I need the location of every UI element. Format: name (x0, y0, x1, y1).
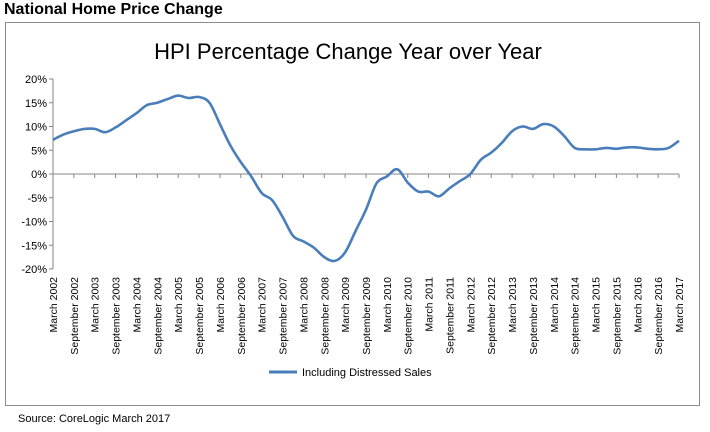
x-tick-label: March 2016 (632, 277, 644, 333)
x-tick-label: September 2007 (278, 277, 290, 355)
x-tick-label: September 2002 (69, 277, 81, 355)
y-tick-label: -5% (27, 193, 47, 205)
hpi-chart: HPI Percentage Change Year over Year 20%… (21, 39, 686, 379)
x-tick-label: March 2011 (424, 277, 436, 332)
y-tick-label: 15% (25, 98, 47, 110)
x-tick-label: March 2006 (215, 277, 227, 333)
x-tick-label: September 2011 (444, 277, 456, 354)
x-tick-label: September 2009 (361, 277, 373, 355)
x-tick-label: March 2012 (465, 277, 477, 333)
chart-frame: HPI Percentage Change Year over Year 20%… (5, 22, 700, 406)
y-tick-label: 0% (31, 169, 47, 181)
x-tick-label: March 2015 (591, 277, 603, 333)
x-tick-label: September 2005 (194, 277, 206, 355)
x-tick-label: September 2013 (528, 277, 540, 355)
series-group (52, 94, 680, 263)
series-line (52, 94, 680, 263)
x-tick-label: September 2008 (319, 277, 331, 355)
x-tick-label: September 2010 (403, 277, 415, 355)
x-tick-label: March 2005 (173, 277, 185, 333)
x-tick-label: March 2003 (90, 277, 102, 333)
x-tick-label: March 2014 (549, 277, 561, 333)
y-axis: 20% 15% 10% 5% 0% -5% -10% -15% -20% (21, 74, 54, 276)
x-tick-label: September 2012 (486, 277, 498, 355)
y-tick-label: -15% (21, 240, 47, 252)
x-tick-label: March 2008 (298, 277, 310, 333)
x-tick-label: September 2015 (611, 277, 623, 355)
x-tick-label: September 2003 (111, 277, 123, 355)
x-tick-label: September 2006 (236, 277, 248, 355)
x-tick-label: March 2002 (48, 277, 60, 333)
legend-label: Including Distressed Sales (302, 367, 432, 379)
x-tick-label: March 2004 (131, 277, 143, 333)
chart-title: HPI Percentage Change Year over Year (154, 39, 542, 64)
y-tick-label: -20% (21, 264, 47, 276)
y-tick-label: 10% (25, 122, 47, 134)
source-note: Source: CoreLogic March 2017 (18, 413, 171, 425)
y-tick-label: -10% (21, 217, 47, 229)
x-axis: March 2002 September 2002 March 2003 Septem… (48, 173, 686, 355)
x-tick-label: March 2017 (674, 277, 686, 333)
x-tick-label: March 2009 (340, 277, 352, 333)
y-tick-label: 5% (31, 145, 47, 157)
y-tick-label: 20% (25, 74, 47, 86)
x-tick-label: September 2004 (152, 277, 164, 355)
legend: Including Distressed Sales (269, 367, 432, 379)
x-tick-label: March 2010 (382, 277, 394, 333)
x-tick-label: September 2014 (570, 277, 582, 355)
page-heading: National Home Price Change (4, 1, 223, 18)
x-tick-label: March 2007 (257, 277, 269, 333)
x-tick-label: September 2016 (653, 277, 665, 355)
x-tick-label: March 2013 (507, 277, 519, 333)
